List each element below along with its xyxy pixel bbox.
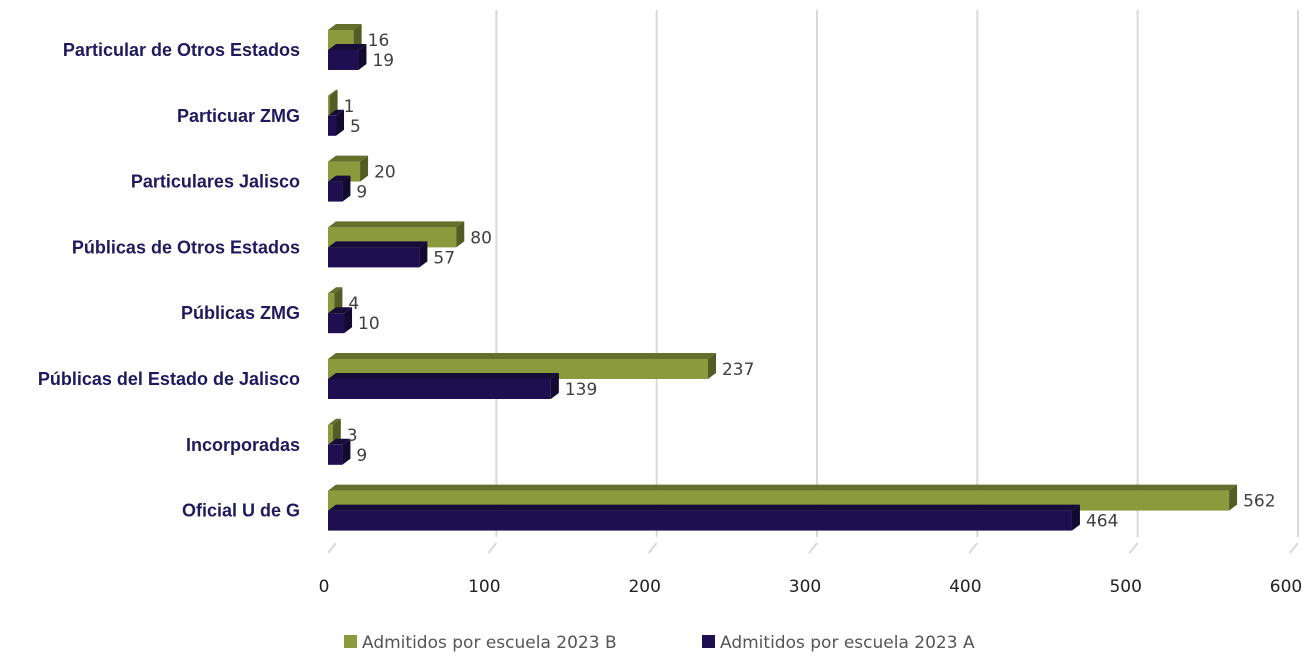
bar-top-face xyxy=(328,504,1080,511)
bar-top-face xyxy=(328,287,343,294)
floor-tick xyxy=(1289,542,1299,554)
x-tick-label: 400 xyxy=(949,577,981,597)
data-label: 3 xyxy=(347,426,358,446)
bar xyxy=(328,379,551,399)
bar-side-face xyxy=(456,221,465,248)
bar-top-face xyxy=(328,241,428,248)
bar-side-face xyxy=(419,241,428,268)
x-tick-label: 100 xyxy=(468,577,500,597)
legend-label-2023-b: Admitidos por escuela 2023 B xyxy=(362,633,617,653)
legend-swatch-2023-b xyxy=(344,635,357,648)
bar xyxy=(328,95,330,116)
bar-side-face xyxy=(344,307,353,334)
bar-side-face xyxy=(329,89,338,116)
category-label: Particular de Otros Estados xyxy=(63,40,300,60)
data-label: 139 xyxy=(565,380,597,400)
bar-top-face xyxy=(328,438,351,445)
bar-side-face xyxy=(1071,504,1080,531)
bar xyxy=(328,247,420,268)
bar-side-face xyxy=(360,155,369,182)
bar xyxy=(328,293,335,314)
bar-top-face xyxy=(328,373,559,379)
bar-side-face xyxy=(334,287,343,314)
bar-top-face xyxy=(328,155,369,162)
bar-top-face xyxy=(328,24,362,30)
floor-tick xyxy=(487,542,498,554)
category-label: Públicas de Otros Estados xyxy=(72,237,300,257)
legend: Admitidos por escuela 2023 B Admitidos p… xyxy=(344,633,975,653)
data-label: 80 xyxy=(470,228,492,248)
x-tick-label: 300 xyxy=(789,577,821,597)
floor-tick xyxy=(1128,542,1139,554)
data-label: 1 xyxy=(344,97,355,117)
floor-tick xyxy=(968,542,979,554)
category-label: Particuar ZMG xyxy=(177,106,300,126)
bar xyxy=(328,444,343,465)
x-tick-label: 600 xyxy=(1270,577,1302,597)
data-label: 19 xyxy=(372,51,394,71)
bar-top-face xyxy=(328,109,345,116)
legend-label-2023-a: Admitidos por escuela 2023 A xyxy=(720,633,975,653)
category-label: Oficial U de G xyxy=(182,501,300,521)
category-label: Públicas ZMG xyxy=(181,303,300,323)
data-label: 20 xyxy=(374,163,396,183)
bar xyxy=(328,181,343,202)
bar xyxy=(328,50,359,70)
x-tick-label: 500 xyxy=(1109,577,1141,597)
category-label: Particulares Jalisco xyxy=(131,172,300,192)
bars xyxy=(328,24,1238,531)
bar-side-face xyxy=(336,109,345,136)
legend-swatch-2023-a xyxy=(702,635,715,648)
x-tick-label: 0 xyxy=(319,577,330,597)
data-label: 464 xyxy=(1086,512,1118,532)
data-label: 16 xyxy=(368,31,390,51)
bar-side-face xyxy=(707,353,716,379)
floor-tick xyxy=(327,542,337,554)
bar-side-face xyxy=(332,418,341,445)
data-label: 9 xyxy=(356,183,367,203)
bar xyxy=(328,424,333,445)
category-label: Incorporadas xyxy=(186,435,300,455)
gridlines: 0 100 200 300 400 500 600 xyxy=(319,10,1302,597)
floor-tick xyxy=(647,542,658,554)
bar-side-face xyxy=(342,175,351,202)
bar xyxy=(328,510,1072,531)
bar xyxy=(328,313,345,334)
bar-top-face xyxy=(328,44,367,50)
floor-tick xyxy=(808,542,818,554)
bar-top-face xyxy=(328,175,351,182)
bar xyxy=(328,115,337,136)
bar-side-face xyxy=(342,438,351,465)
data-label: 562 xyxy=(1243,492,1275,512)
bar-side-face xyxy=(1229,484,1238,511)
data-label: 237 xyxy=(722,360,754,380)
bar-side-face xyxy=(550,373,559,399)
data-label: 10 xyxy=(358,314,380,334)
bar-top-face xyxy=(328,221,465,228)
bar-top-face xyxy=(328,484,1238,491)
bar-top-face xyxy=(328,418,341,425)
bar-top-face xyxy=(328,307,353,314)
labels: Particular de Otros Estados 1619Particuar… xyxy=(38,31,1276,532)
data-label: 4 xyxy=(348,294,359,314)
bar-top-face xyxy=(328,89,338,96)
bar-top-face xyxy=(328,353,716,359)
category-label: Públicas del Estado de Jalisco xyxy=(38,369,300,389)
bar-side-face xyxy=(358,44,367,70)
bar-side-face xyxy=(353,24,362,50)
data-label: 5 xyxy=(350,117,361,137)
x-tick-label: 200 xyxy=(628,577,660,597)
data-label: 9 xyxy=(356,446,367,466)
data-label: 57 xyxy=(433,248,455,268)
